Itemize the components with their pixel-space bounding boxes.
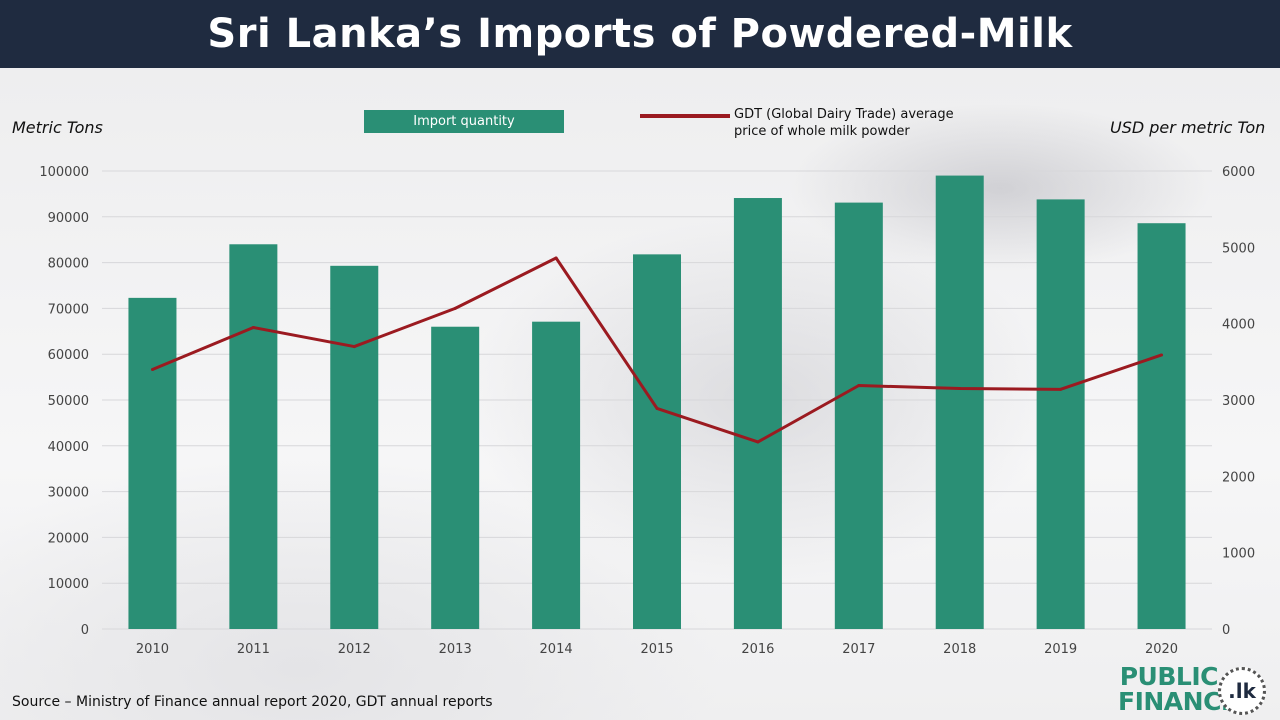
gdt-price-point-2016 xyxy=(756,440,760,444)
bar-2015 xyxy=(633,254,681,629)
bar-2012 xyxy=(330,265,379,629)
right-axis-title: USD per metric Ton xyxy=(1110,118,1266,137)
bar-2016 xyxy=(733,198,782,629)
legend-import-quantity-label: Import quantity xyxy=(413,114,515,129)
bar-2020 xyxy=(1137,223,1186,629)
gdt-price-point-2013 xyxy=(453,306,457,310)
x-tick-label: 2010 xyxy=(136,642,169,657)
gdt-price-point-2015 xyxy=(655,406,659,410)
left-tick-label: 0 xyxy=(81,623,89,638)
bar-2011 xyxy=(229,244,278,629)
legend-gdt-label: GDT (Global Dairy Trade) average price o… xyxy=(734,107,954,139)
left-tick-label: 30000 xyxy=(48,486,89,501)
right-tick-label: 2000 xyxy=(1222,470,1255,485)
bar-2014 xyxy=(532,321,581,629)
gdt-price-point-2011 xyxy=(251,325,255,329)
legend-gdt-swatch xyxy=(640,114,730,118)
x-tick-label: 2018 xyxy=(943,642,976,657)
x-tick-label: 2015 xyxy=(640,642,673,657)
x-tick-label: 2014 xyxy=(540,642,573,657)
left-tick-label: 70000 xyxy=(48,302,89,317)
right-tick-label: 5000 xyxy=(1222,241,1255,256)
x-tick-label: 2011 xyxy=(237,642,270,657)
bar-2010 xyxy=(128,297,177,629)
x-tick-label: 2013 xyxy=(439,642,472,657)
legend-import-quantity: Import quantity xyxy=(364,110,564,133)
x-tick-label: 2019 xyxy=(1044,642,1077,657)
gdt-price-point-2010 xyxy=(150,367,154,371)
right-tick-label: 1000 xyxy=(1222,547,1255,562)
logo-line-finance: FINANCE xyxy=(1118,687,1238,716)
bar-2013 xyxy=(431,326,480,629)
logo-line-public: PUBLIC xyxy=(1119,662,1219,691)
x-tick-label: 2017 xyxy=(842,642,875,657)
right-tick-label: 3000 xyxy=(1222,394,1255,409)
left-tick-label: 90000 xyxy=(48,211,89,226)
left-tick-label: 100000 xyxy=(39,165,89,180)
gdt-price-point-2018 xyxy=(958,387,962,391)
gdt-price-point-2017 xyxy=(857,383,861,387)
left-tick-label: 80000 xyxy=(48,257,89,272)
gdt-price-point-2014 xyxy=(554,256,558,260)
left-tick-label: 40000 xyxy=(48,440,89,455)
left-tick-label: 50000 xyxy=(48,394,89,409)
gdt-price-point-2019 xyxy=(1059,387,1063,391)
bar-2017 xyxy=(834,202,883,630)
bar-2019 xyxy=(1036,199,1085,629)
left-axis-title: Metric Tons xyxy=(12,118,103,137)
page-title: Sri Lanka’s Imports of Powdered-Milk xyxy=(207,11,1073,57)
right-tick-label: 4000 xyxy=(1222,318,1255,333)
x-tick-label: 2016 xyxy=(741,642,774,657)
left-tick-label: 10000 xyxy=(48,577,89,592)
title-bar: Sri Lanka’s Imports of Powdered-Milk xyxy=(0,0,1280,68)
gdt-price-point-2020 xyxy=(1160,353,1164,357)
right-tick-label: 6000 xyxy=(1222,165,1255,180)
public-finance-logo: PUBLIC FINANCE .lk xyxy=(1118,664,1278,718)
logo-wordmark: PUBLIC FINANCE xyxy=(1118,662,1238,716)
logo-seal-icon: .lk xyxy=(1218,667,1266,715)
gdt-price-point-2012 xyxy=(352,345,356,349)
bar-2018 xyxy=(935,175,984,629)
right-tick-label: 0 xyxy=(1222,623,1230,638)
left-tick-label: 20000 xyxy=(48,531,89,546)
left-tick-label: 60000 xyxy=(48,348,89,363)
source-note: Source – Ministry of Finance annual repo… xyxy=(12,694,493,710)
logo-badge-text: .lk xyxy=(1228,679,1256,703)
x-tick-label: 2020 xyxy=(1145,642,1178,657)
x-tick-label: 2012 xyxy=(338,642,371,657)
